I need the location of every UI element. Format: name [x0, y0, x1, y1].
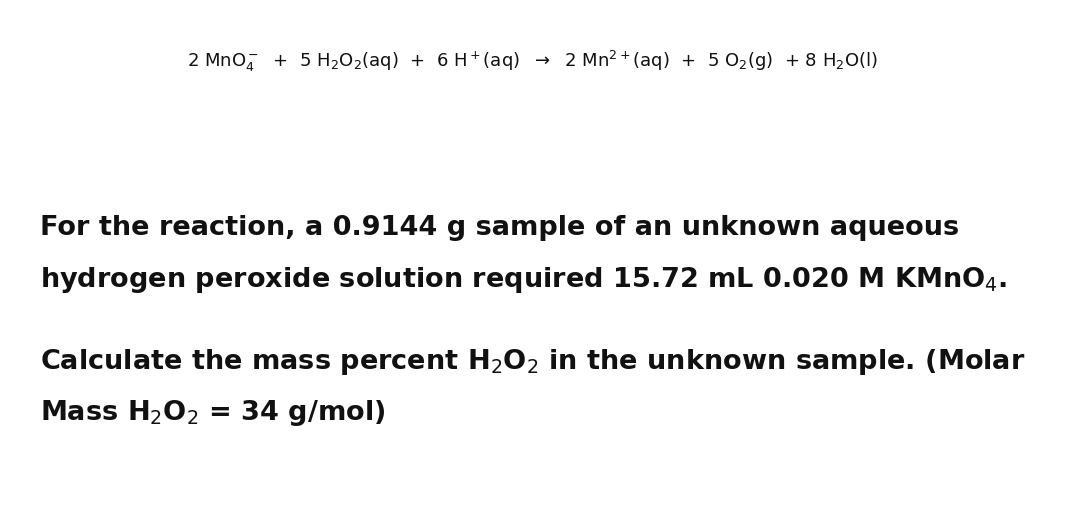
Text: Calculate the mass percent H$_2$O$_2$ in the unknown sample. (Molar: Calculate the mass percent H$_2$O$_2$ in…: [40, 347, 1026, 377]
Text: For the reaction, a 0.9144 g sample of an unknown aqueous: For the reaction, a 0.9144 g sample of a…: [40, 215, 960, 241]
Text: Mass H$_2$O$_2$ = 34 g/mol): Mass H$_2$O$_2$ = 34 g/mol): [40, 398, 386, 428]
Text: 2 MnO$_4^-$  +  5 H$_2$O$_2$(aq)  +  6 H$^+$(aq)  $\rightarrow$  2 Mn$^{2+}$(aq): 2 MnO$_4^-$ + 5 H$_2$O$_2$(aq) + 6 H$^+$…: [187, 49, 878, 74]
Text: hydrogen peroxide solution required 15.72 mL 0.020 M KMnO$_4$.: hydrogen peroxide solution required 15.7…: [40, 265, 1007, 294]
